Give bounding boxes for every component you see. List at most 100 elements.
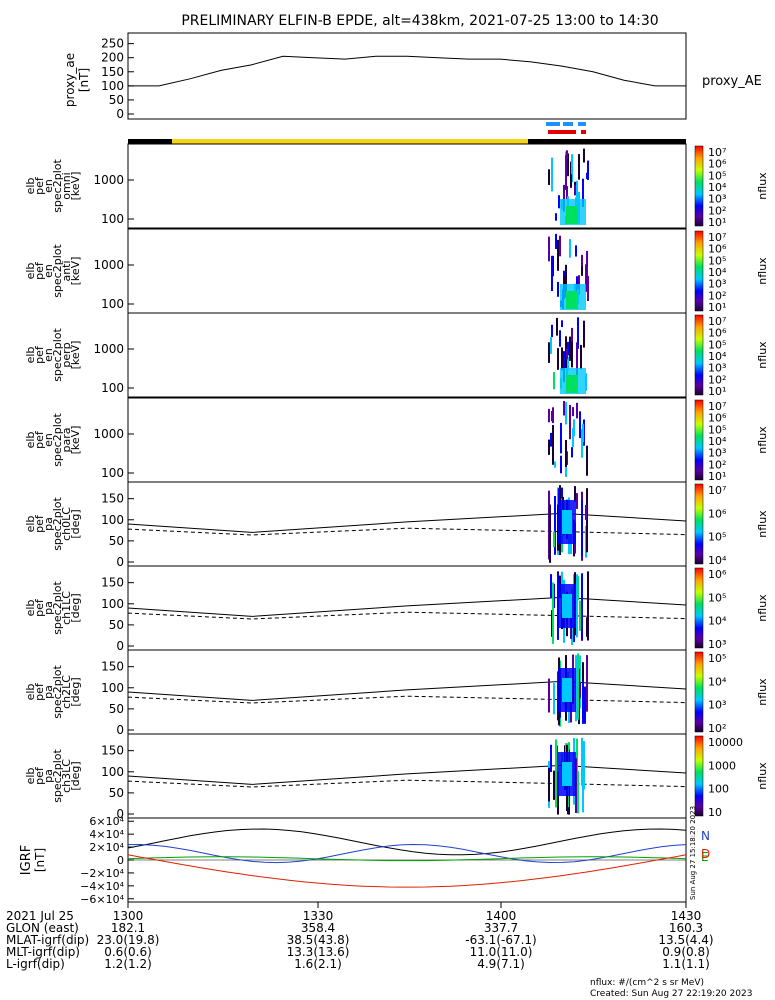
panel-ylabel: spec2plot xyxy=(51,159,64,213)
spectrogram-cell xyxy=(563,184,565,212)
panel-ylabel: ch3LC xyxy=(60,759,73,793)
colorbar-label: nflux xyxy=(756,426,769,454)
spectrogram-cell xyxy=(579,600,581,631)
panel-ylabel: para xyxy=(60,428,73,453)
panel-ylabel: ch0LC xyxy=(60,507,73,541)
igrf-ytick-label: 2×10⁴ xyxy=(89,841,124,854)
spectrogram-cell xyxy=(581,429,583,458)
panel-ylabel: [keV] xyxy=(69,172,82,201)
panel-ytick-label: 100 xyxy=(101,297,124,311)
spectrogram-cell xyxy=(557,348,559,370)
colorbar-tick-label: 10⁵ xyxy=(708,652,726,665)
colorbar-label: nflux xyxy=(756,341,769,369)
igrf-ytick-label: −4×10⁴ xyxy=(80,880,124,893)
igrf-ytick-label: −2×10⁴ xyxy=(80,867,124,880)
ae-ytick-label: 100 xyxy=(101,79,124,93)
spectrogram-cell xyxy=(553,683,555,715)
colorbar-label: nflux xyxy=(756,678,769,706)
spectrogram-cell xyxy=(552,445,554,465)
panel-ytick-label: 0 xyxy=(116,639,124,653)
spectrogram-cell xyxy=(586,617,588,637)
spectrogram-cell xyxy=(567,356,569,370)
spectrogram-cell xyxy=(581,573,583,641)
spectrogram-cell xyxy=(587,160,589,180)
panel-ylabel: pa xyxy=(42,769,55,783)
spectrogram-cell xyxy=(576,402,578,419)
colorbar-tick-label: 10² xyxy=(708,289,726,302)
footer-row-label: 2021 Jul 25 xyxy=(6,909,74,923)
spectrogram-cell xyxy=(579,682,581,699)
spectrogram-cell xyxy=(566,348,568,360)
spectrogram-cell xyxy=(550,744,552,772)
panel-ylabel: [deg] xyxy=(69,593,82,622)
bar-red-1 xyxy=(548,130,576,134)
footer-table: 2021 Jul 25 1300 1330 1400 1430 GLON (east) 18… xyxy=(6,902,714,971)
spectrogram-cell xyxy=(587,275,589,301)
colorbar-tick-label: 1000 xyxy=(708,759,736,772)
colorbar-tick-label: 10⁶ xyxy=(708,507,727,520)
ae-ytick-label: 150 xyxy=(101,65,124,79)
spectrogram-cell xyxy=(554,496,556,555)
bar-red-2 xyxy=(581,130,586,134)
footer-cell: 13.3(13.6) xyxy=(287,945,350,959)
colorbar-label: nflux xyxy=(756,762,769,790)
ae-ytick-label: 50 xyxy=(109,93,124,107)
panel-ylabel: pa xyxy=(42,685,55,699)
colorbar-tick-label: 10¹ xyxy=(708,470,726,483)
spectrogram-cell xyxy=(586,655,588,712)
footer-cell: -63.1(-67.1) xyxy=(465,933,536,947)
plot-title: PRELIMINARY ELFIN-B EPDE, alt=438km, 202… xyxy=(181,13,658,29)
panel-ytick-label: 100 xyxy=(101,597,124,611)
spectrogram-core-hot xyxy=(562,510,572,534)
igrf-legend-d: D xyxy=(701,847,710,861)
spectrogram-cell xyxy=(584,686,586,724)
igrf-ytick-label: 0 xyxy=(117,854,124,867)
igrf-legend-n: N xyxy=(701,829,710,843)
colorbar-tick-label: 10⁷ xyxy=(708,484,726,497)
ae-ytick-label: 0 xyxy=(116,107,124,121)
colorbar-tick-label: 10⁶ xyxy=(708,243,727,256)
panel-ylabel: ch1LC xyxy=(60,591,73,625)
ae-ylabel-1: proxy_ae xyxy=(63,53,77,107)
footer-row-label: MLAT-igrf(dip) xyxy=(6,933,89,947)
spectrogram-cell xyxy=(576,342,578,378)
panel-ytick-label: 100 xyxy=(101,466,124,480)
spectrogram-cell xyxy=(559,235,561,257)
spectrogram-cell xyxy=(555,213,557,221)
spectrogram-cell xyxy=(551,255,553,291)
spectrogram-cell xyxy=(578,154,580,180)
colorbar xyxy=(694,230,704,312)
colorbar xyxy=(694,735,704,817)
footer-cell: 23.0(19.8) xyxy=(97,933,160,947)
spectrogram-cell xyxy=(574,486,576,502)
igrf-ytick-label: 4×10⁴ xyxy=(89,828,124,841)
spectrogram-cell xyxy=(577,317,579,349)
footer-cell: 1300 xyxy=(113,909,144,923)
spectrogram-cell xyxy=(571,447,573,458)
colorbar xyxy=(694,145,704,227)
igrf-ytick-label: 6×10⁴ xyxy=(89,815,124,828)
panel-ylabel: ch2LC xyxy=(60,675,73,709)
colorbar-tick-label: 10³ xyxy=(708,362,726,375)
panel-ylabel: elb xyxy=(24,178,37,195)
colorbar-tick-label: 10¹ xyxy=(708,301,726,314)
panel-frame xyxy=(127,228,687,314)
spectrogram-cell xyxy=(549,504,551,563)
colorbar-tick-label: 10¹ xyxy=(708,216,726,229)
colorbar-tick-label: 10³ xyxy=(708,278,726,291)
colorbar-tick-label: 10⁶ xyxy=(708,412,727,425)
panel-ylabel: [deg] xyxy=(69,761,82,790)
footer-cell: 160.3 xyxy=(669,921,703,935)
footer-cell: 11.0(11.0) xyxy=(470,945,533,959)
spectrogram-cell xyxy=(554,461,556,468)
panel-frame xyxy=(127,481,687,567)
igrf-ylabel-2: [nT] xyxy=(33,848,47,872)
footer-cell: 1.1(1.1) xyxy=(662,957,710,971)
